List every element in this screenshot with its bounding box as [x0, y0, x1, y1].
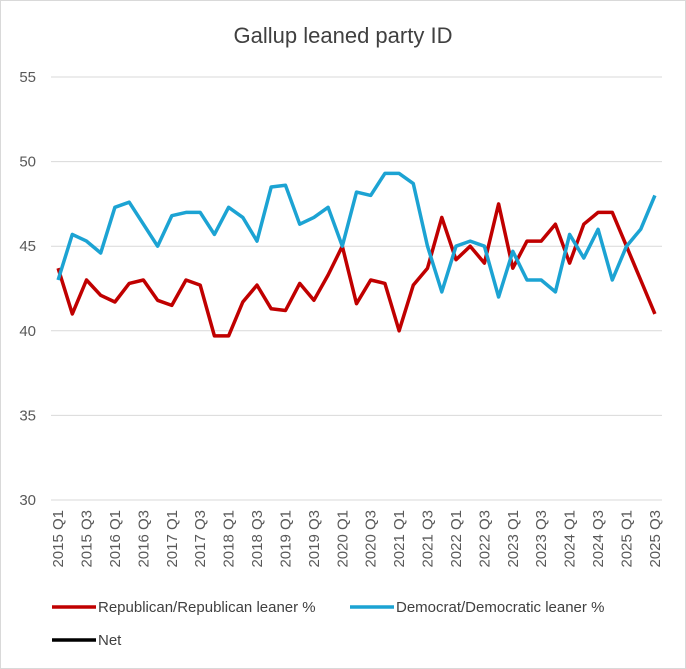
x-tick-label: 2018 Q3 — [249, 510, 266, 568]
x-tick-label: 2018 Q1 — [221, 510, 238, 568]
x-tick-label: 2025 Q3 — [647, 510, 664, 568]
x-tick-label: 2015 Q1 — [50, 510, 67, 568]
legend-label: Republican/Republican leaner % — [98, 599, 316, 616]
legend-label: Net — [98, 632, 122, 649]
y-tick-label: 55 — [19, 69, 36, 86]
y-tick-label: 50 — [19, 154, 36, 171]
x-tick-label: 2024 Q3 — [590, 510, 607, 568]
x-tick-label: 2019 Q3 — [306, 510, 323, 568]
x-tick-label: 2019 Q1 — [277, 510, 294, 568]
x-tick-label: 2021 Q1 — [391, 510, 408, 568]
legend-label: Democrat/Democratic leaner % — [396, 599, 604, 616]
x-tick-label: 2016 Q3 — [135, 510, 152, 568]
x-tick-label: 2021 Q3 — [420, 510, 437, 568]
y-tick-label: 45 — [19, 238, 36, 255]
series-line — [56, 202, 657, 338]
y-tick-label: 30 — [19, 492, 36, 509]
x-tick-label: 2015 Q3 — [79, 510, 96, 568]
y-tick-label: 40 — [19, 323, 36, 340]
x-tick-label: 2022 Q3 — [476, 510, 493, 568]
x-tick-label: 2017 Q3 — [192, 510, 209, 568]
x-tick-label: 2020 Q3 — [363, 510, 380, 568]
x-tick-label: 2017 Q1 — [164, 510, 181, 568]
series-line — [56, 171, 657, 299]
x-tick-label: 2022 Q1 — [448, 510, 465, 568]
x-tick-label: 2023 Q1 — [505, 510, 522, 568]
chart-title: Gallup leaned party ID — [234, 23, 453, 48]
y-tick-label: 35 — [19, 407, 36, 424]
x-tick-label: 2025 Q1 — [618, 510, 635, 568]
x-tick-label: 2020 Q1 — [334, 510, 351, 568]
x-tick-label: 2024 Q1 — [562, 510, 579, 568]
x-tick-label: 2023 Q3 — [533, 510, 550, 568]
x-tick-label: 2016 Q1 — [107, 510, 124, 568]
